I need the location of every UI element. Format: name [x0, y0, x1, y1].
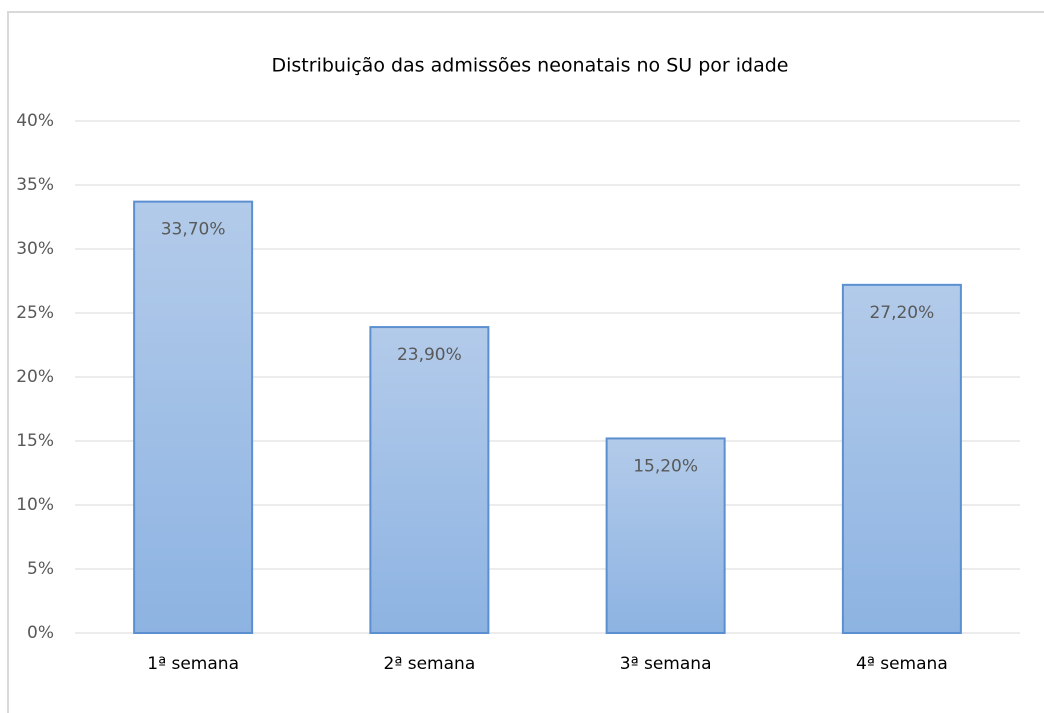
data-label: 33,70% — [161, 220, 226, 240]
y-tick-label: 20% — [16, 367, 54, 387]
data-label: 23,90% — [397, 345, 462, 365]
y-tick-label: 40% — [16, 111, 54, 131]
bar — [841, 283, 962, 634]
x-tick-label: 1ª semana — [147, 654, 239, 674]
y-tick-label: 5% — [27, 559, 54, 579]
x-tick-label: 3ª semana — [620, 654, 712, 674]
chart-title: Distribuição das admissões neonatais no … — [272, 55, 789, 77]
y-tick-label: 15% — [16, 431, 54, 451]
y-tick-label: 25% — [16, 303, 54, 323]
data-label: 15,20% — [633, 456, 698, 476]
y-tick-label: 30% — [16, 239, 54, 259]
chart-frame — [7, 11, 1044, 713]
data-label: 27,20% — [869, 303, 934, 323]
y-tick-label: 10% — [16, 495, 54, 515]
bar — [133, 200, 254, 634]
y-tick-label: 35% — [16, 175, 54, 195]
y-tick-label: 0% — [27, 623, 54, 643]
bar — [605, 437, 726, 634]
x-tick-label: 4ª semana — [856, 654, 948, 674]
x-tick-label: 2ª semana — [384, 654, 476, 674]
bar — [369, 326, 490, 634]
